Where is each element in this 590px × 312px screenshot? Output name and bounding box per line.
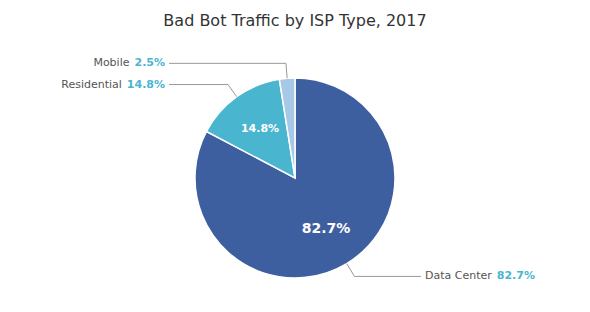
pie: 82.7% 14.8% Data Center 82.7% Residential 14.… <box>61 56 535 282</box>
slice <box>195 78 395 278</box>
leader-line <box>169 85 237 97</box>
category-label: Mobile <box>93 56 129 69</box>
outside-label: Residential 14.8% <box>61 78 165 91</box>
outside-label: Mobile 2.5% <box>93 56 165 69</box>
category-label: Data Center <box>425 269 492 282</box>
title: Bad Bot Traffic by ISP Type, 2017 <box>163 11 426 30</box>
inside-label: 14.8% <box>241 122 279 135</box>
value-label: 2.5% <box>134 56 165 69</box>
leader-line <box>169 63 287 78</box>
category-label: Residential <box>61 78 122 91</box>
value-label: 82.7% <box>497 269 535 282</box>
chart: Bad Bot Traffic by ISP Type, 2017 82.7% 14… <box>0 0 590 312</box>
inside-label: 82.7% <box>302 220 351 236</box>
outside-label: Data Center 82.7% <box>425 269 535 282</box>
value-label: 14.8% <box>127 78 165 91</box>
slice <box>279 78 295 178</box>
leader-line <box>347 264 421 277</box>
